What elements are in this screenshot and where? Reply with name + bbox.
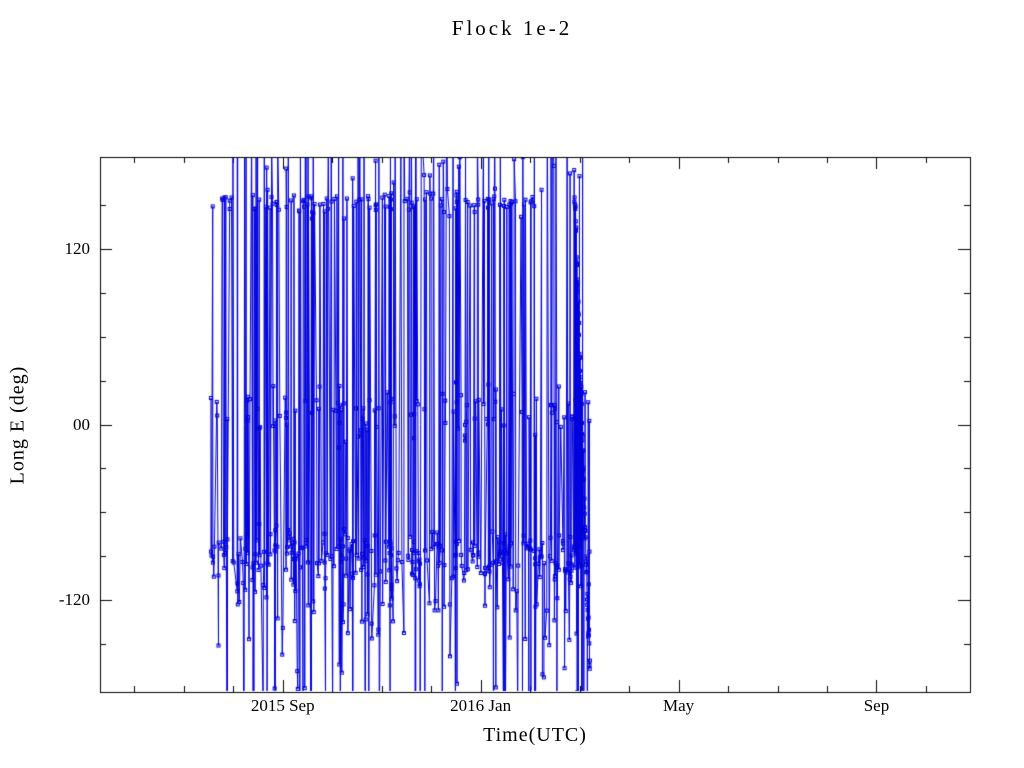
x-tick-label: Sep bbox=[863, 696, 890, 715]
chart-title: Flock 1e-2 bbox=[451, 16, 573, 40]
y-tick-label: 00 bbox=[73, 414, 90, 434]
x-tick-label: 2016 Jan bbox=[450, 696, 512, 715]
x-tick-label: May bbox=[662, 696, 695, 715]
y-tick-label: 120 bbox=[64, 239, 91, 259]
x-axis-label: Time(UTC) bbox=[483, 724, 587, 746]
y-tick-label: -120 bbox=[58, 589, 90, 609]
x-tick-label: 2015 Sep bbox=[250, 696, 315, 715]
